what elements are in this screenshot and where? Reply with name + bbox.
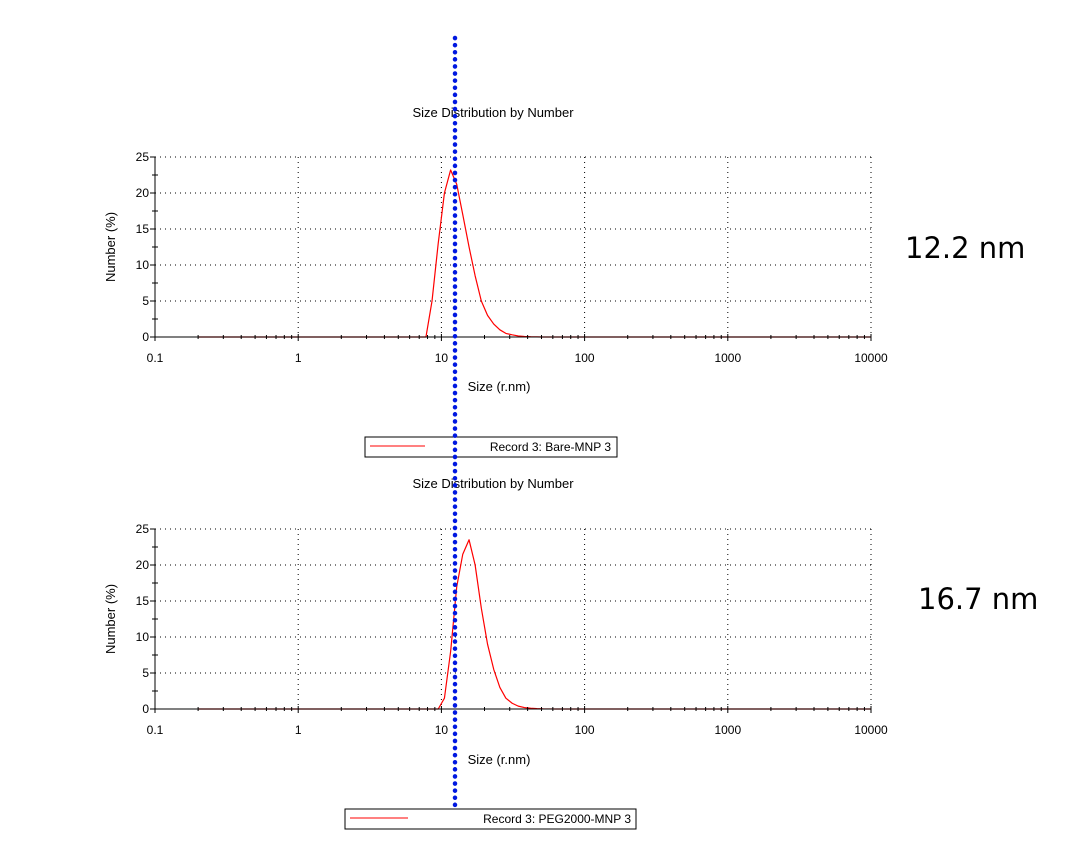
y-tick-label: 15 bbox=[136, 594, 150, 608]
x-tick-label: 10 bbox=[435, 723, 449, 737]
legend-label: Record 3: PEG2000-MNP 3 bbox=[483, 812, 631, 826]
legend-box bbox=[344, 808, 637, 830]
grid bbox=[155, 528, 872, 709]
axes bbox=[150, 528, 872, 713]
x-tick-label: 0.1 bbox=[147, 351, 164, 365]
axes bbox=[150, 156, 872, 341]
x-tick-label: 10000 bbox=[854, 351, 888, 365]
y-tick-label: 25 bbox=[136, 522, 150, 536]
y-tick-label: 20 bbox=[136, 186, 150, 200]
x-axis-label: Size (r.nm) bbox=[468, 379, 531, 394]
x-tick-label: 100 bbox=[575, 351, 595, 365]
chart-top: Size Distribution by Number 0.1 1 10 100… bbox=[103, 105, 1025, 458]
grid bbox=[155, 156, 872, 337]
y-tick-label: 5 bbox=[142, 666, 149, 680]
x-tick-label: 1000 bbox=[714, 351, 741, 365]
x-tick-label: 1000 bbox=[714, 723, 741, 737]
y-tick-label: 0 bbox=[142, 330, 149, 344]
x-tick-label: 10000 bbox=[854, 723, 888, 737]
x-tick-label: 1 bbox=[295, 723, 302, 737]
legend: Record 3: PEG2000-MNP 3 bbox=[344, 808, 637, 830]
y-tick-label: 20 bbox=[136, 558, 150, 572]
chart-bottom: Size Distribution by Number 0.1 1 10 100… bbox=[103, 476, 1038, 830]
legend: Record 3: Bare-MNP 3 bbox=[364, 436, 618, 458]
y-tick-label: 10 bbox=[136, 630, 150, 644]
y-tick-label: 10 bbox=[136, 258, 150, 272]
x-tick-label: 100 bbox=[575, 723, 595, 737]
y-tick-label: 0 bbox=[142, 702, 149, 716]
x-tick-label: 0.1 bbox=[147, 723, 164, 737]
chart-title: Size Distribution by Number bbox=[412, 105, 574, 120]
legend-label: Record 3: Bare-MNP 3 bbox=[490, 440, 611, 454]
chart-title: Size Distribution by Number bbox=[412, 476, 574, 491]
y-tick-label: 25 bbox=[136, 150, 150, 164]
series-curve-group bbox=[198, 169, 871, 338]
y-tick-label: 15 bbox=[136, 222, 150, 236]
series-line bbox=[198, 169, 871, 338]
size-annotation: 12.2 nm bbox=[905, 231, 1025, 265]
y-tick-label: 5 bbox=[142, 294, 149, 308]
y-axis-label: Number (%) bbox=[103, 212, 118, 282]
x-tick-label: 1 bbox=[295, 351, 302, 365]
size-annotation: 16.7 nm bbox=[918, 582, 1038, 616]
y-axis-label: Number (%) bbox=[103, 584, 118, 654]
legend-box bbox=[364, 436, 618, 458]
x-tick-label: 10 bbox=[435, 351, 449, 365]
x-axis-label: Size (r.nm) bbox=[468, 752, 531, 767]
